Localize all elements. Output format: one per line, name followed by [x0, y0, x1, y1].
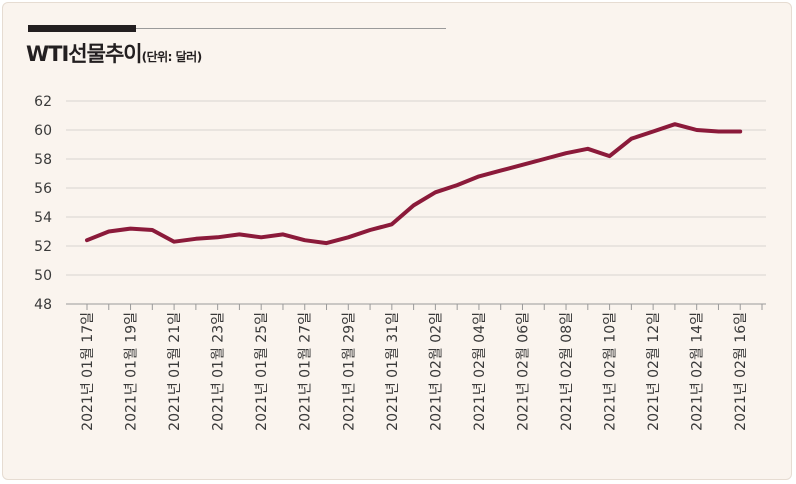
x-tick-label: 2021년 01월 23일	[211, 312, 227, 431]
title-accent-bar	[28, 25, 136, 32]
chart-title-unit: (단위: 달러)	[141, 50, 203, 64]
chart-title-main: WTI선물추이	[26, 42, 143, 66]
gridlines	[66, 100, 766, 276]
x-tick-label: 2021년 01월 21일	[167, 312, 183, 431]
y-tick-label: 48	[34, 297, 52, 313]
x-tick-label: 2021년 02월 10일	[603, 312, 619, 431]
y-tick-label: 60	[34, 123, 52, 139]
x-tick-label: 2021년 01월 17일	[80, 312, 96, 431]
x-tick-label: 2021년 01월 29일	[341, 312, 357, 431]
chart-title: WTI선물추이(단위: 달러)	[26, 38, 202, 68]
x-tick-label: 2021년 02월 14일	[690, 312, 706, 431]
x-tick-label: 2021년 02월 02일	[428, 312, 444, 431]
x-tick-label: 2021년 02월 08일	[559, 312, 575, 431]
y-tick-label: 56	[34, 181, 52, 197]
title-rule	[136, 28, 446, 29]
y-axis-ticks: 48 50 52 54 56 58 60 62	[34, 94, 52, 313]
y-tick-label: 52	[34, 239, 52, 255]
x-tick-label: 2021년 02월 16일	[733, 312, 749, 431]
x-tick-label: 2021년 01월 31일	[385, 312, 401, 431]
y-tick-label: 50	[34, 268, 52, 284]
x-axis	[66, 303, 766, 310]
y-tick-label: 54	[34, 210, 52, 226]
x-tick-label: 2021년 01월 19일	[124, 312, 140, 431]
x-tick-label: 2021년 02월 06일	[516, 312, 532, 431]
x-tick-label: 2021년 02월 12일	[646, 312, 662, 431]
wti-series-line	[85, 122, 743, 246]
y-tick-label: 58	[34, 152, 52, 168]
x-tick-label: 2021년 01월 27일	[298, 312, 314, 431]
x-axis-ticks: 2021년 01월 17일 2021년 01월 19일 2021년 01월 21일 2…	[80, 312, 749, 431]
series-layer	[85, 122, 743, 246]
y-tick-label: 62	[34, 94, 52, 110]
x-tick-label: 2021년 01월 25일	[254, 312, 270, 431]
x-tick-label: 2021년 02월 04일	[472, 312, 488, 431]
